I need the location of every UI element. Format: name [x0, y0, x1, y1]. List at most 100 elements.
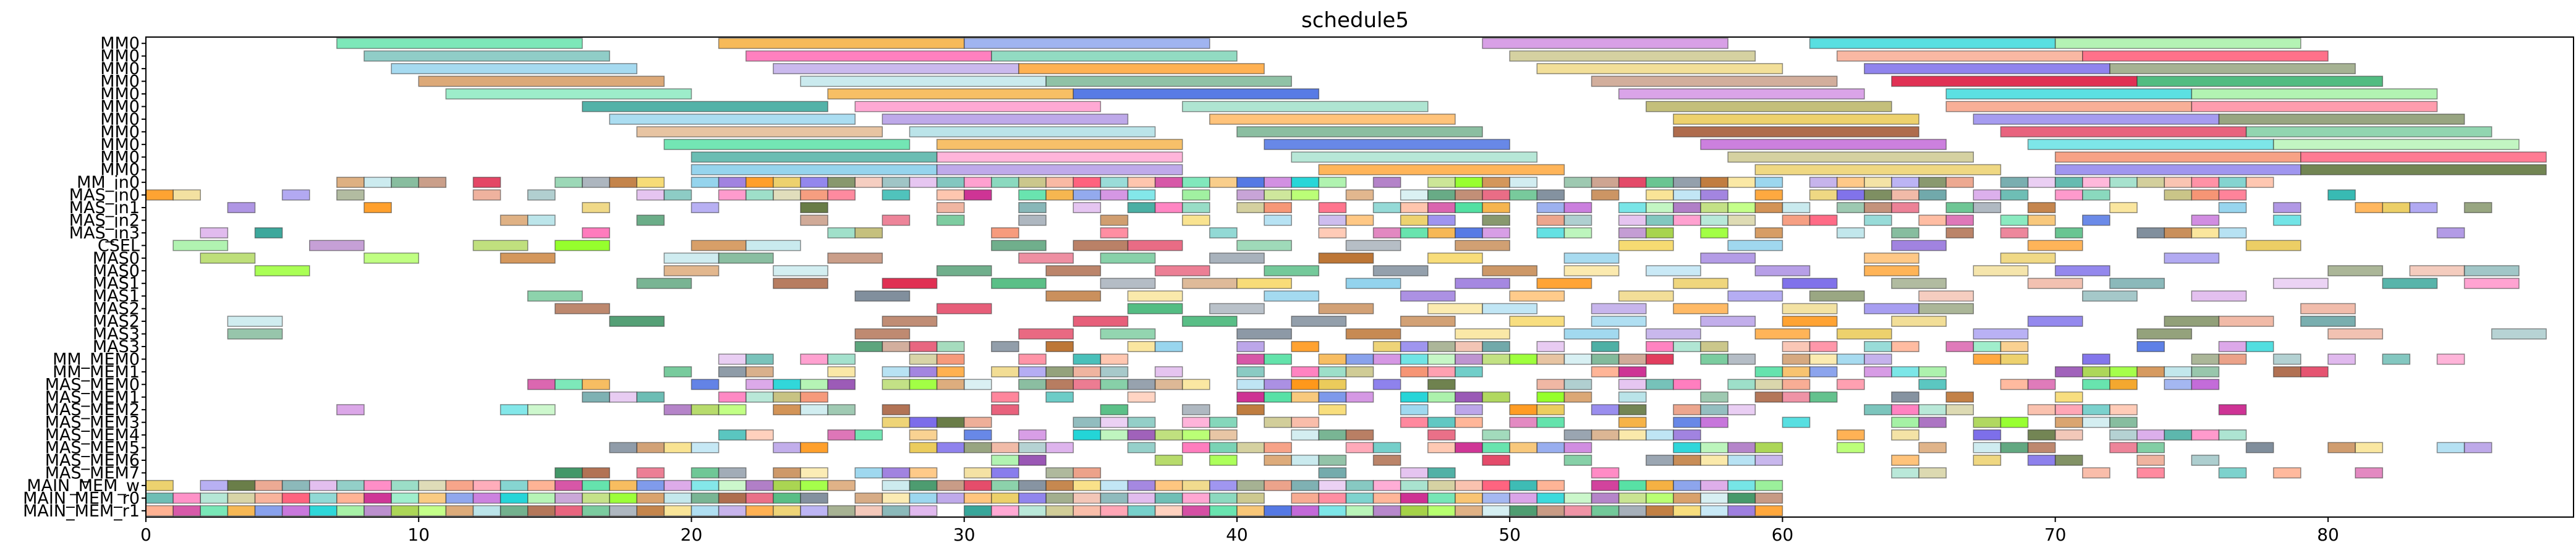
- task-bar: [1236, 353, 1265, 365]
- task-bar: [663, 404, 692, 416]
- task-bar: [1455, 366, 1483, 377]
- task-bar: [1809, 38, 2056, 49]
- task-bar: [1782, 353, 1811, 365]
- task-bar: [1345, 189, 1374, 201]
- task-bar: [2000, 442, 2029, 453]
- task-bar: [2082, 50, 2329, 62]
- task-bar: [2082, 189, 2111, 201]
- task-bar: [745, 379, 774, 390]
- task-bar: [254, 265, 310, 277]
- task-bar: [1618, 492, 1647, 504]
- task-bar: [1318, 227, 1347, 238]
- task-bar: [1809, 353, 1838, 365]
- task-bar: [1618, 202, 1647, 214]
- task-bar: [800, 404, 828, 416]
- task-bar: [909, 429, 938, 441]
- task-bar: [2027, 455, 2056, 466]
- task-bar: [936, 492, 965, 504]
- task-bar: [2109, 404, 2138, 416]
- task-bar: [1018, 177, 1047, 188]
- task-bar: [2054, 455, 2083, 466]
- task-bar: [1836, 202, 1865, 214]
- task-bar: [555, 492, 583, 504]
- task-bar: [1372, 479, 1401, 491]
- task-bar: [1127, 379, 1156, 390]
- task-bar: [2027, 202, 2056, 214]
- task-bar: [1536, 63, 1783, 75]
- task-bar: [1536, 340, 1565, 352]
- task-bar: [827, 479, 856, 491]
- task-bar: [1536, 353, 1565, 365]
- task-bar: [1345, 328, 1401, 340]
- task-bar: [1018, 442, 1047, 453]
- task-bar: [2327, 442, 2356, 453]
- task-bar: [1045, 379, 1074, 390]
- task-bar: [472, 240, 529, 251]
- y-tick-label: MAIN_MEM_r0: [23, 489, 140, 508]
- task-bar: [1073, 202, 1102, 214]
- task-bar: [1836, 353, 1865, 365]
- task-bar: [991, 340, 1019, 352]
- task-bar: [1618, 379, 1647, 390]
- task-bar: [882, 379, 911, 390]
- task-bar: [800, 379, 828, 390]
- task-bar: [991, 391, 1019, 403]
- task-bar: [2027, 277, 2083, 289]
- task-bar: [2054, 416, 2083, 428]
- y-tick-label: MM0: [100, 85, 140, 104]
- task-bar: [1536, 277, 1592, 289]
- task-bar: [909, 177, 938, 188]
- task-bar: [1700, 404, 1728, 416]
- task-bar: [745, 366, 774, 377]
- task-bar: [1864, 252, 1919, 264]
- task-bar: [1563, 265, 1620, 277]
- task-bar: [1236, 505, 1265, 516]
- task-bar: [800, 353, 828, 365]
- task-bar: [1236, 379, 1265, 390]
- task-bar: [1591, 177, 1620, 188]
- task-bar: [1891, 240, 1947, 251]
- task-bar: [691, 467, 720, 479]
- task-bar: [1700, 442, 1728, 453]
- task-bar: [2272, 277, 2329, 289]
- y-tick-label: CSEL: [98, 236, 140, 255]
- task-bar: [1482, 38, 1728, 49]
- task-bar: [1509, 290, 1565, 302]
- task-bar: [691, 177, 720, 188]
- task-bar: [991, 277, 1047, 289]
- task-bar: [1482, 303, 1538, 314]
- task-bar: [227, 202, 256, 214]
- task-bar: [2191, 379, 2220, 390]
- task-bar: [1372, 202, 1401, 214]
- task-bar: [1455, 404, 1483, 416]
- task-bar: [1045, 75, 1292, 87]
- task-bar: [1154, 492, 1183, 504]
- task-bar: [308, 240, 365, 251]
- y-tick-label: MM0: [100, 122, 140, 141]
- task-bar: [2082, 353, 2111, 365]
- task-bar: [1427, 467, 1456, 479]
- task-bar: [2191, 177, 2220, 188]
- task-bar: [1018, 189, 1047, 201]
- task-bar: [718, 353, 747, 365]
- task-bar: [745, 240, 801, 251]
- task-bar: [145, 505, 174, 516]
- task-bar: [1973, 189, 2002, 201]
- task-bar: [936, 366, 965, 377]
- task-bar: [691, 505, 720, 516]
- task-bar: [391, 177, 419, 188]
- task-bar: [499, 214, 529, 226]
- task-bar: [991, 467, 1019, 479]
- task-bar: [1400, 391, 1429, 403]
- task-bar: [254, 479, 283, 491]
- task-bar: [1700, 353, 1728, 365]
- task-bar: [2382, 353, 2411, 365]
- task-bar: [1345, 492, 1374, 504]
- task-bar: [827, 505, 856, 516]
- task-bar: [227, 328, 283, 340]
- y-tick-label: MAS3: [93, 325, 140, 344]
- task-bar: [1482, 479, 1510, 491]
- task-bar: [1264, 290, 1320, 302]
- task-bar: [2272, 138, 2520, 150]
- task-bar: [1782, 366, 1811, 377]
